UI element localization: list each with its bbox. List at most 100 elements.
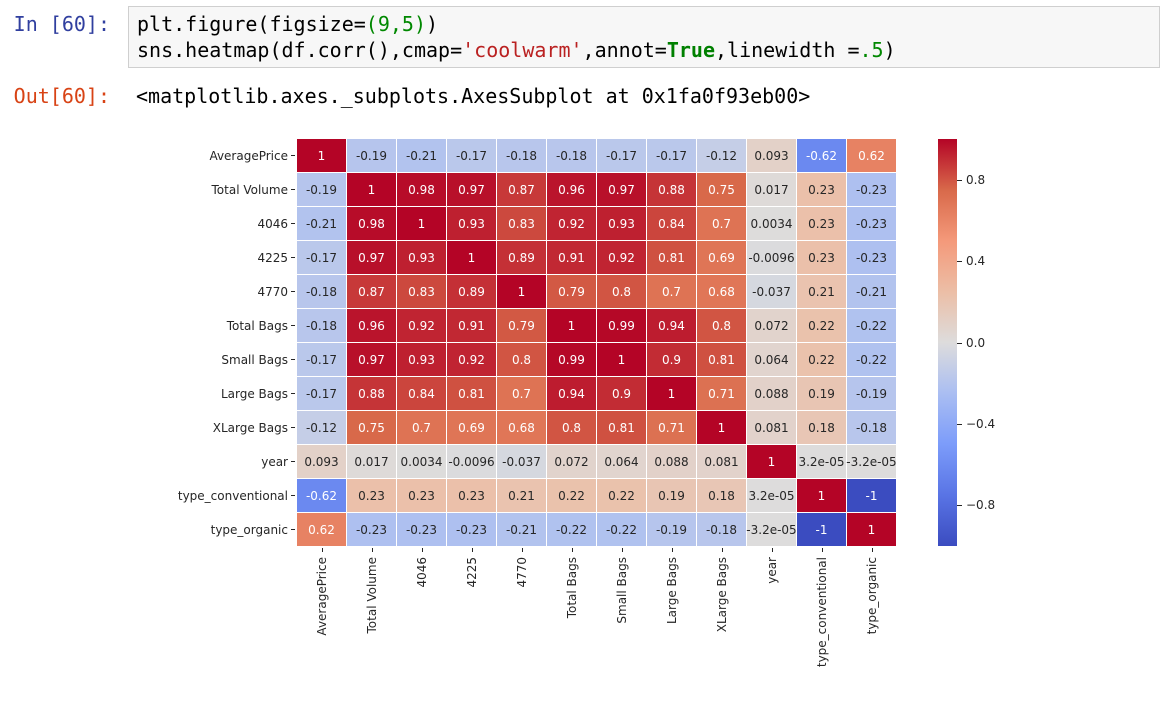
y-tick-mark xyxy=(291,461,295,462)
heatmap-cell: -0.23 xyxy=(847,173,896,206)
x-tick-mark xyxy=(472,548,473,552)
heatmap-cell: 0.088 xyxy=(747,377,796,410)
heatmap-cell: -0.18 xyxy=(297,275,346,308)
code-editor[interactable]: plt.figure(figsize=(9,5)) sns.heatmap(df.… xyxy=(128,6,1160,68)
heatmap-cell: 3.2e-05 xyxy=(747,479,796,512)
heatmap-cell: 1 xyxy=(497,275,546,308)
heatmap-cell: 1 xyxy=(397,207,446,240)
x-axis-label: year xyxy=(765,557,779,584)
x-axis-label: XLarge Bags xyxy=(715,557,729,633)
heatmap-cell: -0.21 xyxy=(397,139,446,172)
y-tick-mark xyxy=(291,393,295,394)
heatmap-cell: 0.91 xyxy=(447,309,496,342)
heatmap-cell: 0.71 xyxy=(647,411,696,444)
x-axis-label: AveragePrice xyxy=(315,557,329,636)
heatmap-cell: 0.84 xyxy=(397,377,446,410)
heatmap-cell: 0.79 xyxy=(497,309,546,342)
heatmap-cell: -0.17 xyxy=(597,139,646,172)
heatmap-cell: -0.12 xyxy=(697,139,746,172)
heatmap-cell: 0.94 xyxy=(647,309,696,342)
heatmap-cell: 0.8 xyxy=(547,411,596,444)
heatmap-cell: -0.19 xyxy=(847,377,896,410)
heatmap-cell: 0.92 xyxy=(447,343,496,376)
heatmap-cell: 0.93 xyxy=(447,207,496,240)
heatmap-cell: -0.19 xyxy=(297,173,346,206)
heatmap-cell: 1 xyxy=(847,513,896,546)
heatmap-cell: -0.22 xyxy=(597,513,646,546)
heatmap-cell: -0.23 xyxy=(847,207,896,240)
heatmap-cell: 0.7 xyxy=(697,207,746,240)
y-tick-mark xyxy=(291,223,295,224)
heatmap-cell: 0.96 xyxy=(347,309,396,342)
heatmap-cell: 0.7 xyxy=(497,377,546,410)
heatmap-cell: 0.19 xyxy=(797,377,846,410)
heatmap-cell: -1 xyxy=(847,479,896,512)
colorbar-tick-mark xyxy=(957,180,962,181)
colorbar-tick-label: 0.0 xyxy=(966,336,986,350)
heatmap-cell: 0.89 xyxy=(497,241,546,274)
x-tick-mark xyxy=(722,548,723,552)
heatmap-cell: -0.18 xyxy=(847,411,896,444)
y-tick-mark xyxy=(291,189,295,190)
heatmap-cell: -0.23 xyxy=(397,513,446,546)
heatmap-cell: -0.17 xyxy=(297,377,346,410)
heatmap-cell: 0.7 xyxy=(397,411,446,444)
heatmap-cell: 1 xyxy=(347,173,396,206)
heatmap-cell: 0.92 xyxy=(547,207,596,240)
y-axis-label: type_conventional xyxy=(177,489,288,503)
heatmap-cell: 0.88 xyxy=(347,377,396,410)
heatmap-cell: -0.12 xyxy=(297,411,346,444)
heatmap-cell: 0.8 xyxy=(697,309,746,342)
heatmap-cell: 0.21 xyxy=(497,479,546,512)
heatmap-cell: -0.22 xyxy=(847,309,896,342)
heatmap-cell: -0.23 xyxy=(347,513,396,546)
heatmap-cell: 0.93 xyxy=(397,343,446,376)
heatmap-cell: 3.2e-05 xyxy=(797,445,846,478)
y-tick-mark xyxy=(291,529,295,530)
y-axis-label: type_organic xyxy=(210,523,288,537)
heatmap-cell: -0.23 xyxy=(447,513,496,546)
x-axis-label: 4770 xyxy=(515,557,529,588)
heatmap-cell: 0.98 xyxy=(347,207,396,240)
code-cell: In [60]: plt.figure(figsize=(9,5)) sns.he… xyxy=(0,6,1160,68)
heatmap-cell: 0.62 xyxy=(297,513,346,546)
colorbar xyxy=(938,139,957,546)
heatmap-cell: 0.088 xyxy=(647,445,696,478)
x-axis-label: Total Bags xyxy=(565,557,579,619)
heatmap-cell: 0.072 xyxy=(747,309,796,342)
heatmap-cell: 0.064 xyxy=(747,343,796,376)
heatmap-cell: 0.97 xyxy=(347,241,396,274)
heatmap-cell: -0.0096 xyxy=(447,445,496,478)
heatmap-cell: 1 xyxy=(697,411,746,444)
heatmap-cell: -0.18 xyxy=(297,309,346,342)
heatmap-cell: -0.19 xyxy=(347,139,396,172)
heatmap-cell: 0.99 xyxy=(597,309,646,342)
heatmap-cell: 0.75 xyxy=(347,411,396,444)
heatmap-cell: 0.23 xyxy=(397,479,446,512)
x-axis-label: type_organic xyxy=(865,557,879,635)
heatmap-cell: 0.017 xyxy=(347,445,396,478)
heatmap-cell: -0.22 xyxy=(547,513,596,546)
heatmap-cell: -0.21 xyxy=(847,275,896,308)
heatmap-cell: 0.22 xyxy=(547,479,596,512)
heatmap-cell: 0.89 xyxy=(447,275,496,308)
heatmap-cell: 0.97 xyxy=(597,173,646,206)
heatmap-cell: 0.8 xyxy=(597,275,646,308)
y-tick-mark xyxy=(291,359,295,360)
x-tick-mark xyxy=(422,548,423,552)
heatmap-cell: -3.2e-05 xyxy=(846,445,897,478)
heatmap-cell: 0.9 xyxy=(647,343,696,376)
code-lines: plt.figure(figsize=(9,5)) sns.heatmap(df.… xyxy=(137,11,1151,63)
y-tick-mark xyxy=(291,155,295,156)
heatmap-cell: 0.072 xyxy=(547,445,596,478)
heatmap-cell: 0.21 xyxy=(797,275,846,308)
y-axis-label: AveragePrice xyxy=(209,149,288,163)
heatmap-cell: -0.037 xyxy=(747,275,796,308)
x-tick-mark xyxy=(622,548,623,552)
heatmap-cell: 0.0034 xyxy=(397,445,446,478)
input-prompt: In [60]: xyxy=(13,12,110,36)
heatmap-cell: 0.97 xyxy=(447,173,496,206)
heatmap-cell: 0.71 xyxy=(697,377,746,410)
heatmap-cell: 1 xyxy=(797,479,846,512)
heatmap-cell: 0.064 xyxy=(597,445,646,478)
